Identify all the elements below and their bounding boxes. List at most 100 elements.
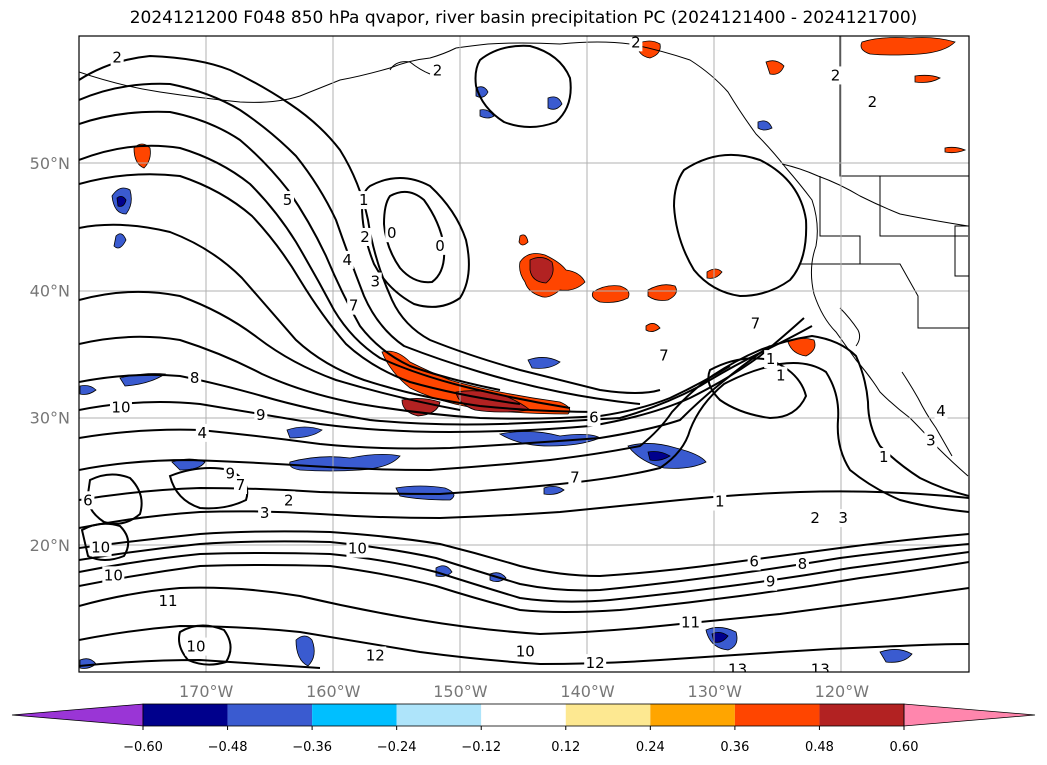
contour-label: 7 bbox=[659, 346, 669, 364]
contour-label: 0 bbox=[435, 237, 445, 255]
contour-label-bg bbox=[924, 431, 938, 450]
contour-label: 1 bbox=[766, 350, 776, 368]
contour-label-bg bbox=[188, 369, 202, 388]
contour-label-bg bbox=[223, 464, 237, 483]
contour-label: 6 bbox=[83, 491, 93, 509]
contour-label: 2 bbox=[868, 93, 878, 111]
contour-label-bg bbox=[726, 660, 749, 672]
colorbar-segment bbox=[143, 704, 228, 726]
colorbar-segment bbox=[481, 704, 566, 726]
contour-label-bg bbox=[934, 402, 948, 421]
contour-label-bg bbox=[81, 491, 95, 510]
contour-label-bg bbox=[514, 642, 537, 661]
contour-label-bg bbox=[568, 468, 582, 487]
colorbar-tick-label: 0.60 bbox=[890, 740, 919, 755]
contour-label: 10 bbox=[348, 540, 367, 558]
contour-label: 5 bbox=[283, 191, 293, 209]
contour-label-bg bbox=[357, 191, 371, 210]
contour-label-bg bbox=[877, 448, 891, 467]
lat-tick-label: 30°N bbox=[30, 409, 70, 428]
contour-label: 13 bbox=[811, 660, 830, 678]
contour-label: 12 bbox=[366, 646, 385, 664]
colorbar-segment bbox=[650, 704, 735, 726]
colorbar-segment bbox=[565, 704, 651, 726]
contour-label: 9 bbox=[226, 465, 236, 483]
contour-label-bg bbox=[347, 296, 361, 315]
colorbar-outline bbox=[142, 703, 905, 727]
contour-label: 2 bbox=[112, 49, 122, 67]
contour-label-bg bbox=[102, 566, 125, 585]
colorbar-tick-label: 0.12 bbox=[551, 740, 580, 755]
contour-label: 10 bbox=[91, 538, 110, 556]
contour-label-bg bbox=[584, 654, 607, 672]
contour-label-bg bbox=[89, 538, 112, 557]
contour-label-bg bbox=[629, 36, 643, 52]
colorbar-segment bbox=[819, 704, 904, 726]
contour-label-bg bbox=[433, 236, 447, 255]
contour-label-bg bbox=[385, 224, 399, 243]
contour-label-bg bbox=[657, 346, 671, 365]
contour-label: 8 bbox=[190, 369, 200, 387]
contour-label-bg bbox=[109, 398, 132, 417]
contour-label-bg bbox=[795, 554, 809, 573]
contour-label-bg bbox=[195, 423, 209, 442]
contour-label: 3 bbox=[926, 431, 936, 449]
colorbar-segment bbox=[312, 704, 397, 726]
contour-label-bg bbox=[829, 66, 842, 85]
lat-tick-label: 20°N bbox=[30, 536, 70, 555]
map-frame bbox=[78, 35, 970, 673]
contour-label-bg bbox=[364, 646, 387, 665]
colorbar-segment bbox=[396, 704, 482, 726]
contour-label: 10 bbox=[516, 643, 535, 661]
contour-label: 1 bbox=[879, 448, 889, 466]
contour-label-bg bbox=[587, 408, 601, 427]
colorbar-extension-high bbox=[903, 703, 1036, 727]
lon-tick-label: 120°W bbox=[815, 682, 870, 701]
contour-label-bg bbox=[368, 272, 382, 291]
colorbar-tick-label: −0.24 bbox=[377, 740, 417, 755]
colorbar-segment bbox=[734, 704, 820, 726]
contour-label: 7 bbox=[570, 468, 580, 486]
contour-label: 2 bbox=[284, 491, 294, 509]
contour-label-bg bbox=[281, 191, 295, 210]
contour-label-bg bbox=[340, 250, 354, 269]
contour-label: 10 bbox=[104, 566, 123, 584]
contour-label-bg bbox=[346, 539, 369, 558]
contour-label: 7 bbox=[236, 476, 246, 494]
contour-label: 1 bbox=[776, 367, 786, 385]
colorbar-tick-label: −0.12 bbox=[461, 740, 501, 755]
contour-label: 11 bbox=[681, 613, 700, 631]
contour-label-bg bbox=[748, 314, 762, 333]
contour-label: 4 bbox=[936, 402, 946, 420]
lon-tick-label: 160°W bbox=[306, 682, 361, 701]
lon-tick-label: 150°W bbox=[433, 682, 488, 701]
contour-label: 11 bbox=[158, 592, 177, 610]
map-title: 2024121200 F048 850 hPa qvapor, river ba… bbox=[129, 8, 918, 28]
contour-label-bg bbox=[254, 406, 268, 425]
contour-label-bg bbox=[157, 591, 179, 610]
contour-label-bg bbox=[809, 660, 832, 672]
contour-label-bg bbox=[258, 504, 272, 522]
contour-label: 2 bbox=[631, 33, 641, 51]
contour-label: 1 bbox=[359, 191, 369, 209]
contour-label: 1 bbox=[715, 493, 725, 511]
contour-label: 2 bbox=[360, 228, 370, 246]
contour-label-bg bbox=[282, 491, 296, 510]
colorbar: −0.60 −0.48 −0.36 −0.24 −0.12 0.12 0.24 0.36 0.4… bbox=[11, 703, 1036, 755]
contour-label-bg bbox=[431, 61, 445, 80]
contour-label: 3 bbox=[370, 272, 380, 290]
colorbar-tick-label: 0.24 bbox=[636, 740, 665, 755]
contour-label: 10 bbox=[186, 638, 205, 656]
lat-tick-label: 40°N bbox=[30, 281, 70, 300]
contour-label: 2 bbox=[810, 509, 820, 527]
lon-tick-label: 140°W bbox=[560, 682, 615, 701]
contour-label: 4 bbox=[198, 424, 208, 442]
contour-label-bg bbox=[233, 476, 247, 495]
colorbar-tick-label: −0.48 bbox=[208, 740, 248, 755]
contour-label: 9 bbox=[256, 406, 266, 424]
colorbar-tick-label: −0.60 bbox=[123, 740, 163, 755]
contour-label: 9 bbox=[766, 573, 776, 591]
contour-label-bg bbox=[865, 93, 879, 112]
